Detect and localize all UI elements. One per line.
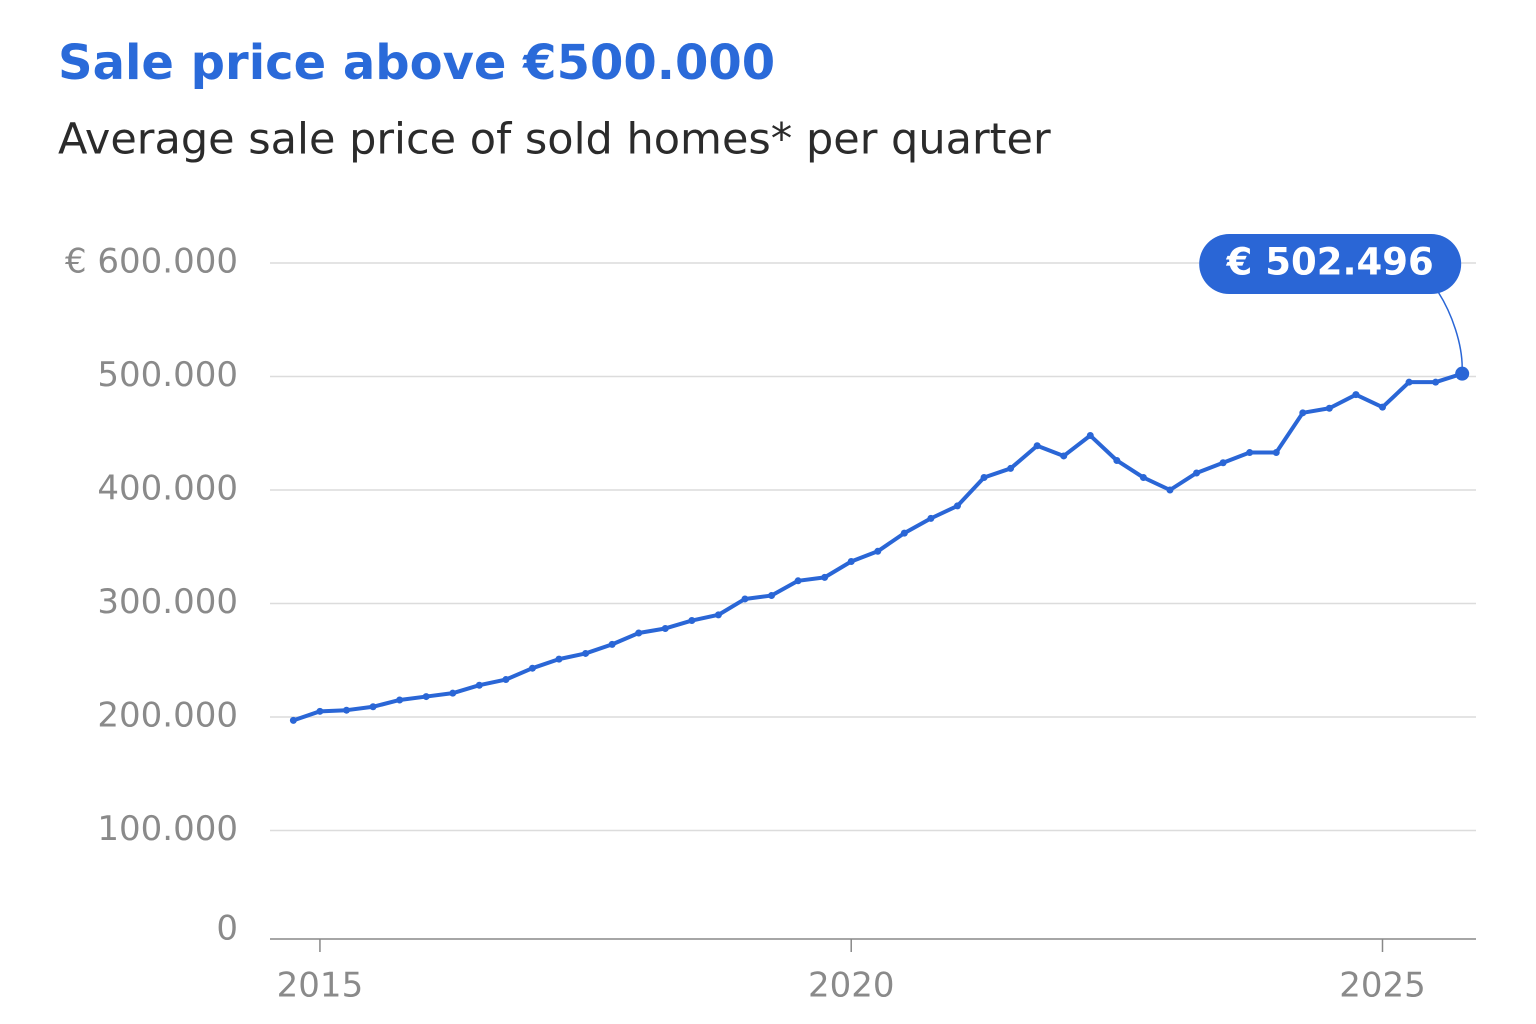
point xyxy=(1352,391,1360,399)
point xyxy=(1193,469,1201,477)
point xyxy=(927,514,935,522)
point xyxy=(555,655,563,663)
point xyxy=(1113,456,1121,464)
point xyxy=(768,592,776,600)
y-tick-label: 100.000 xyxy=(97,809,238,849)
point xyxy=(635,629,643,637)
point xyxy=(874,547,882,555)
point xyxy=(821,573,829,581)
point xyxy=(1246,449,1254,457)
point xyxy=(1007,464,1015,472)
point xyxy=(1166,486,1174,494)
point xyxy=(582,649,590,657)
point xyxy=(422,693,430,701)
point xyxy=(475,681,483,689)
y-tick-label: 300.000 xyxy=(97,582,238,622)
point xyxy=(1139,474,1147,482)
chart-subtitle: Average sale price of sold homes* per qu… xyxy=(58,115,1051,165)
point xyxy=(1272,449,1280,457)
point xyxy=(900,529,908,537)
x-tick-label: 2015 xyxy=(277,966,364,1006)
point xyxy=(661,624,669,632)
point xyxy=(714,611,722,619)
callout-bubble xyxy=(1199,234,1462,294)
point xyxy=(289,716,297,724)
point xyxy=(1455,366,1470,381)
point xyxy=(1219,459,1227,467)
y-tick-label: 500.000 xyxy=(97,355,238,395)
point xyxy=(1299,409,1307,417)
callout-connector xyxy=(1437,291,1463,368)
x-tick-label: 2020 xyxy=(808,966,895,1006)
point xyxy=(1086,432,1094,440)
point xyxy=(1033,442,1041,450)
point xyxy=(953,502,961,510)
point xyxy=(1432,378,1440,386)
point xyxy=(1060,452,1068,460)
point xyxy=(449,689,457,697)
value-label: € 502.496 xyxy=(1226,241,1434,284)
point xyxy=(688,617,696,625)
point xyxy=(502,676,510,684)
chart-title: Sale price above €500.000 xyxy=(58,35,775,91)
point xyxy=(741,595,749,603)
point xyxy=(369,703,377,711)
point xyxy=(528,664,536,672)
point xyxy=(316,707,324,715)
line xyxy=(292,371,1463,723)
point xyxy=(1378,403,1386,411)
point xyxy=(396,696,404,704)
point xyxy=(343,706,351,714)
point xyxy=(794,577,802,585)
y-tick-label: 200.000 xyxy=(97,696,238,736)
point xyxy=(847,558,855,566)
point xyxy=(1405,378,1413,386)
point xyxy=(608,640,616,648)
y-tick-label: 400.000 xyxy=(97,469,238,509)
y-tick-label: 0 xyxy=(216,909,238,949)
point xyxy=(1325,404,1333,412)
x-tick-label: 2025 xyxy=(1339,966,1426,1006)
y-tick-label: € 600.000 xyxy=(65,242,238,282)
point xyxy=(980,474,988,482)
